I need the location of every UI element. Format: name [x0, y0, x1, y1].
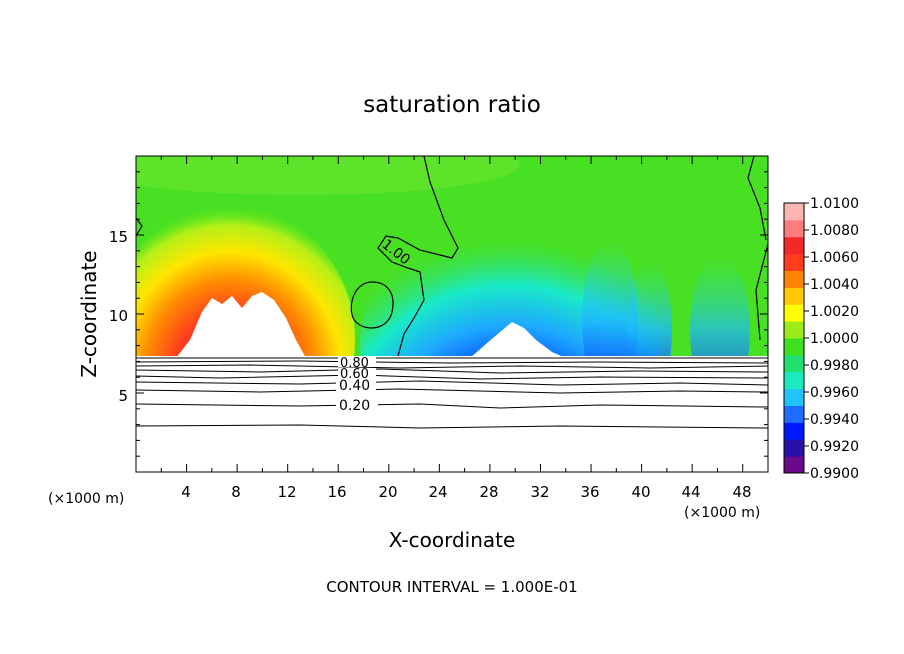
y-tick-label: 10: [109, 307, 128, 325]
y-tick-labels: 5 10 15: [109, 228, 128, 405]
colorbar-swatch: [784, 321, 804, 339]
colorbar-swatch: [784, 422, 804, 440]
contour-interval-note: CONTOUR INTERVAL = 1.000E-01: [326, 578, 577, 596]
x-tick-label: 36: [580, 483, 599, 501]
terrain-no-data: [177, 292, 305, 356]
colorbar-swatch: [784, 354, 804, 373]
x-tick-label: 40: [631, 483, 650, 501]
field-upper-light-band: [136, 156, 520, 195]
contour-label-2: 0.60: [340, 367, 369, 382]
colorbar-label: 0.9920: [810, 439, 859, 455]
contour-label-1: 0.80: [340, 356, 369, 371]
x-unit-label-right: (×1000 m): [684, 505, 760, 521]
x-tick-label: 20: [378, 483, 397, 501]
contour-lines: [135, 155, 769, 357]
y-tick-label: 15: [109, 228, 128, 246]
colorbar-labels: 1.0100 1.0080 1.0060 1.0040 1.0020 1.000…: [810, 196, 859, 482]
colorbar-label: 1.0100: [810, 196, 859, 212]
contour-label-group: 0.80 0.60 0.40 0.20 1.00: [336, 237, 413, 414]
x-axis-ticks: [160, 156, 744, 472]
x-tick-label: 16: [327, 483, 346, 501]
contour-1.00-closed: [350, 281, 394, 329]
y-axis-ticks: [136, 171, 768, 457]
subsaturated-column-1: [582, 240, 638, 356]
colorbar-swatch: [784, 439, 804, 457]
colorbar-swatch: [784, 270, 804, 288]
colorbar-swatch: [784, 456, 804, 474]
colorbar-swatch: [784, 388, 804, 406]
subsaturated-column-3: [690, 255, 750, 356]
colorbar-label: 1.0020: [810, 304, 859, 320]
colorbar-label: 0.9960: [810, 385, 859, 401]
contour-1.00-right-2: [755, 243, 769, 341]
x-tick-labels: 4 8 12 16 20 24 28 32 36 40 44 48: [181, 483, 751, 501]
x-unit-label-left: (×1000 m): [48, 491, 124, 507]
colorbar-swatch: [784, 236, 804, 255]
contour-label-4: 0.20: [339, 398, 370, 414]
colorbar-swatch: [784, 405, 804, 423]
colorbar-swatch: [784, 219, 804, 238]
colorbar-label: 0.9940: [810, 412, 859, 428]
colorbar-label: 1.0000: [810, 331, 859, 347]
colorbar-label: 1.0080: [810, 223, 859, 239]
x-tick-label: 48: [732, 483, 751, 501]
x-tick-label: 28: [479, 483, 498, 501]
colorbar-label: 1.0040: [810, 277, 859, 293]
colorbar-swatch: [784, 287, 804, 305]
y-tick-label: 5: [118, 387, 128, 405]
subsaturated-column-2: [628, 260, 672, 356]
colorbar-swatch: [784, 203, 804, 221]
contour-1.00-left: [135, 217, 143, 237]
x-tick-label: 12: [277, 483, 296, 501]
chart-title: saturation ratio: [363, 92, 541, 118]
heatmap-field: [136, 156, 768, 356]
x-tick-label: 32: [530, 483, 549, 501]
supersaturated-dome: [136, 205, 355, 356]
x-tick-label: 44: [681, 483, 700, 501]
colorbar-label: 0.9980: [810, 358, 859, 374]
ground-contours: [135, 357, 769, 429]
colorbar-swatch: [784, 371, 804, 390]
x-tick-label: 4: [181, 483, 191, 501]
terrain-no-data-2: [472, 322, 562, 356]
contour-1.00: [377, 155, 459, 357]
colorbar: [783, 202, 809, 474]
x-axis-title: X-coordinate: [389, 528, 516, 552]
colorbar-swatch: [784, 338, 804, 356]
colorbar-swatch: [784, 253, 804, 271]
colorbar-label: 1.0060: [810, 250, 859, 266]
contour-label-3: 0.40: [339, 378, 370, 394]
x-tick-label: 24: [428, 483, 447, 501]
colorbar-label: 0.9900: [810, 466, 859, 482]
contour-1.00-right: [747, 155, 767, 241]
y-axis-title: Z-coordinate: [77, 250, 101, 377]
colorbar-swatch: [784, 304, 804, 322]
x-tick-label: 8: [231, 483, 241, 501]
